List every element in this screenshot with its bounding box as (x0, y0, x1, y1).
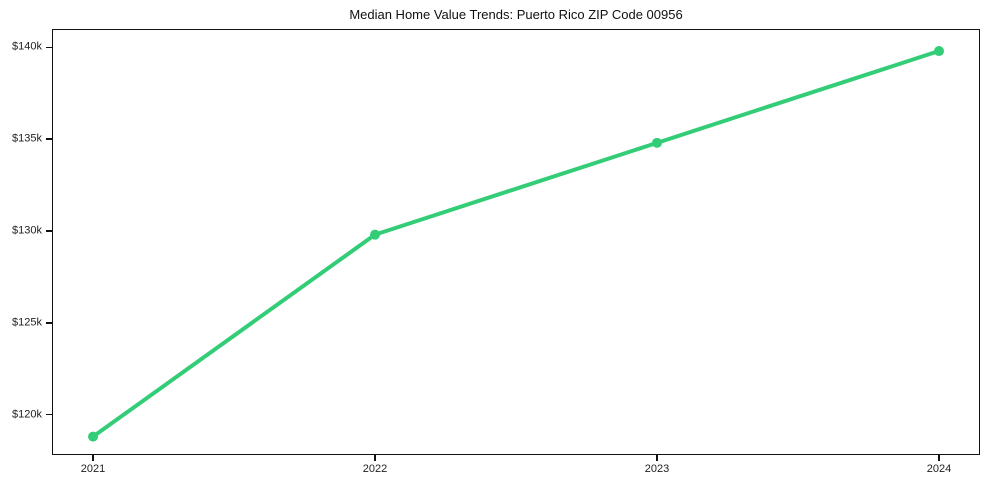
chart-title: Median Home Value Trends: Puerto Rico ZI… (349, 7, 683, 22)
y-tick-mark (46, 138, 52, 140)
x-tick-label: 2024 (926, 463, 952, 475)
y-tick-label: $135k (12, 132, 42, 145)
trend-line (91, 49, 941, 439)
y-tick-mark (46, 322, 52, 324)
x-tick-mark (938, 455, 940, 461)
x-tick-label: 2022 (362, 463, 388, 475)
x-tick-mark (92, 455, 94, 461)
x-tick-mark (656, 455, 658, 461)
x-tick-label: 2023 (644, 463, 670, 475)
data-point-2023 (651, 137, 662, 148)
y-tick-mark (46, 413, 52, 416)
y-tick-label: $140k (12, 40, 42, 53)
line-plot (88, 46, 944, 442)
y-tick-label: $125k (12, 316, 42, 329)
data-point-2021 (88, 431, 99, 442)
plot-area (52, 29, 980, 455)
data-point-2022 (370, 229, 381, 240)
data-point-2024 (933, 46, 944, 57)
y-tick-mark (46, 230, 52, 232)
y-tick-mark (46, 46, 52, 49)
x-tick-mark (374, 455, 376, 461)
x-tick-label: 2021 (80, 463, 106, 475)
y-tick-label: $130k (12, 224, 42, 237)
y-tick-label: $120k (12, 408, 42, 421)
